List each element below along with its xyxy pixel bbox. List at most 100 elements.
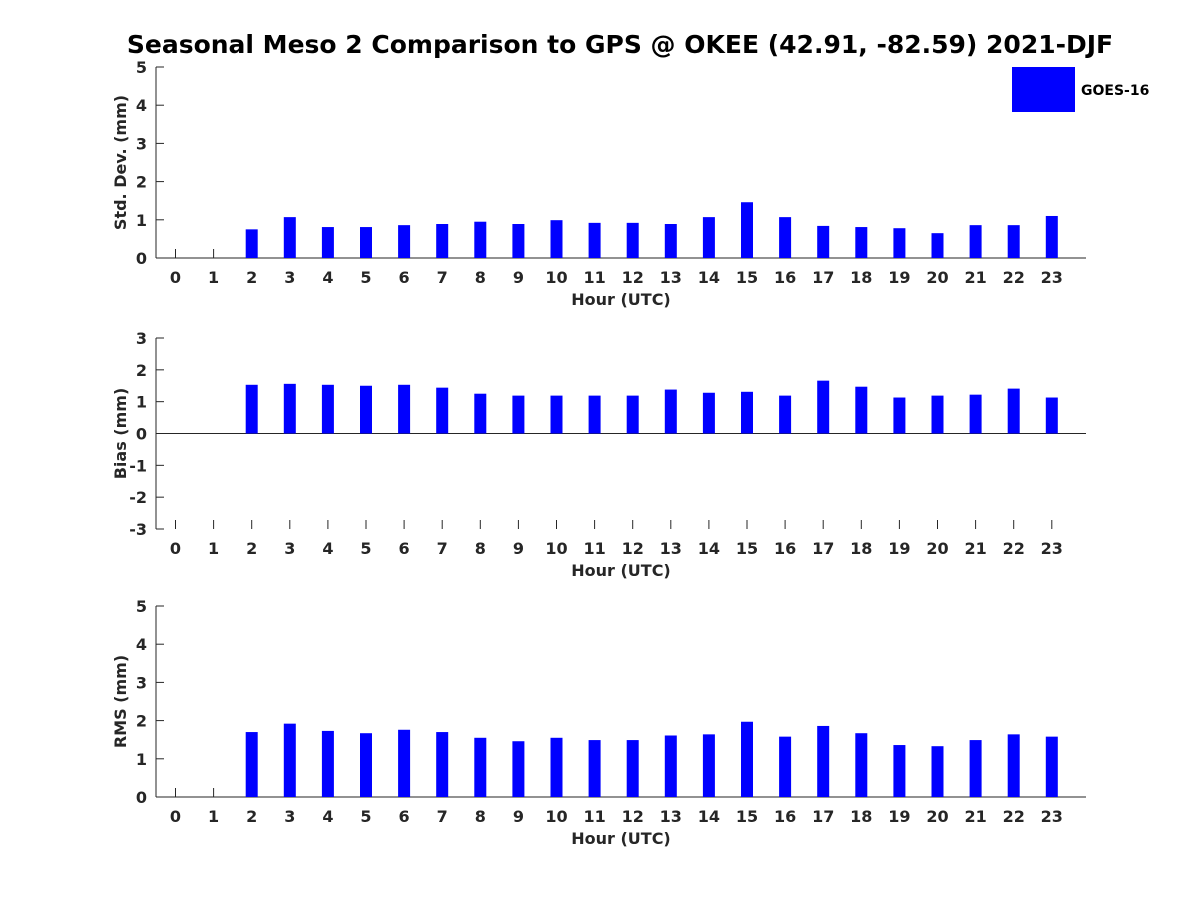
x-tick-label: 20	[926, 807, 948, 826]
x-tick-label: 5	[360, 539, 371, 558]
x-tick-label: 1	[208, 539, 219, 558]
x-axis-label: Hour (UTC)	[571, 829, 671, 848]
chart-title: Seasonal Meso 2 Comparison to GPS @ OKEE…	[126, 30, 1114, 59]
x-tick-label: 17	[812, 268, 834, 287]
x-tick-label: 3	[284, 539, 295, 558]
x-tick-label: 20	[926, 539, 948, 558]
x-axis-label: Hour (UTC)	[571, 561, 671, 580]
bar-12	[626, 740, 639, 797]
bar-23	[1045, 397, 1058, 434]
x-tick-label: 20	[926, 268, 948, 287]
bar-10	[550, 737, 563, 797]
y-tick-label: 0	[136, 788, 147, 807]
x-tick-label: 23	[1041, 807, 1063, 826]
x-tick-label: 16	[774, 807, 796, 826]
y-tick-label: 5	[136, 597, 147, 616]
x-tick-label: 2	[246, 268, 257, 287]
x-tick-label: 16	[774, 268, 796, 287]
bar-13	[664, 224, 677, 258]
bar-13	[664, 735, 677, 797]
x-tick-label: 14	[698, 539, 720, 558]
bar-3	[283, 383, 296, 434]
bar-14	[702, 734, 715, 797]
bar-14	[702, 392, 715, 434]
x-tick-label: 13	[660, 268, 682, 287]
bar-21	[969, 740, 982, 797]
x-tick-label: 21	[964, 539, 986, 558]
x-tick-label: 11	[583, 807, 605, 826]
bar-18	[855, 386, 868, 434]
x-tick-label: 9	[513, 268, 524, 287]
y-tick-label: 1	[136, 393, 147, 412]
bar-20	[931, 233, 944, 258]
y-tick-label: 5	[136, 58, 147, 77]
legend-label: GOES-16	[1081, 83, 1149, 99]
bar-3	[283, 217, 296, 258]
bar-17	[817, 380, 830, 434]
x-tick-label: 14	[698, 268, 720, 287]
x-tick-label: 13	[660, 539, 682, 558]
x-tick-label: 4	[322, 807, 333, 826]
x-tick-label: 17	[812, 807, 834, 826]
x-tick-label: 8	[475, 268, 486, 287]
bar-23	[1045, 215, 1058, 258]
y-tick-label: 3	[136, 134, 147, 153]
x-tick-label: 7	[437, 539, 448, 558]
bar-17	[817, 725, 830, 797]
bar-7	[436, 732, 449, 797]
x-tick-label: 3	[284, 268, 295, 287]
x-tick-label: 22	[1003, 268, 1025, 287]
bar-22	[1007, 225, 1020, 258]
bar-17	[817, 225, 830, 258]
x-tick-label: 19	[888, 807, 910, 826]
y-tick-label: 2	[136, 361, 147, 380]
x-tick-label: 16	[774, 539, 796, 558]
x-tick-label: 8	[475, 807, 486, 826]
bar-6	[398, 225, 411, 258]
bar-16	[779, 395, 792, 434]
x-tick-label: 1	[208, 807, 219, 826]
x-tick-label: 23	[1041, 539, 1063, 558]
x-tick-label: 0	[170, 807, 181, 826]
y-tick-label: -2	[129, 488, 147, 507]
bar-4	[321, 730, 334, 797]
bar-15	[741, 721, 753, 797]
x-tick-label: 10	[545, 807, 567, 826]
bar-16	[779, 217, 792, 258]
bar-11	[588, 740, 601, 797]
x-tick-label: 0	[170, 539, 181, 558]
bar-22	[1007, 388, 1020, 434]
bar-9	[512, 224, 525, 258]
x-tick-label: 18	[850, 807, 872, 826]
y-tick-label: 3	[136, 673, 147, 692]
bar-19	[893, 745, 906, 797]
bar-5	[360, 385, 372, 434]
x-tick-label: 2	[246, 539, 257, 558]
x-tick-label: 14	[698, 807, 720, 826]
x-tick-label: 11	[583, 539, 605, 558]
y-tick-label: 4	[136, 96, 147, 115]
x-tick-label: 4	[322, 268, 333, 287]
bar-12	[626, 395, 639, 434]
x-tick-label: 15	[736, 539, 758, 558]
x-tick-label: 1	[208, 268, 219, 287]
bar-22	[1007, 734, 1020, 797]
bar-3	[283, 723, 296, 797]
x-tick-label: 6	[399, 539, 410, 558]
bar-5	[360, 733, 372, 797]
y-tick-label: 0	[136, 425, 147, 444]
y-axis-label: RMS (mm)	[111, 655, 130, 748]
x-tick-label: 2	[246, 807, 257, 826]
x-tick-label: 12	[622, 268, 644, 287]
bar-8	[474, 221, 487, 258]
bar-18	[855, 227, 868, 258]
y-axis-label: Bias (mm)	[111, 388, 130, 480]
bar-2	[245, 384, 258, 434]
bar-20	[931, 746, 944, 797]
x-tick-label: 19	[888, 539, 910, 558]
x-tick-label: 21	[964, 807, 986, 826]
bar-6	[398, 729, 411, 797]
y-tick-label: -3	[129, 520, 147, 539]
bar-21	[969, 225, 982, 258]
